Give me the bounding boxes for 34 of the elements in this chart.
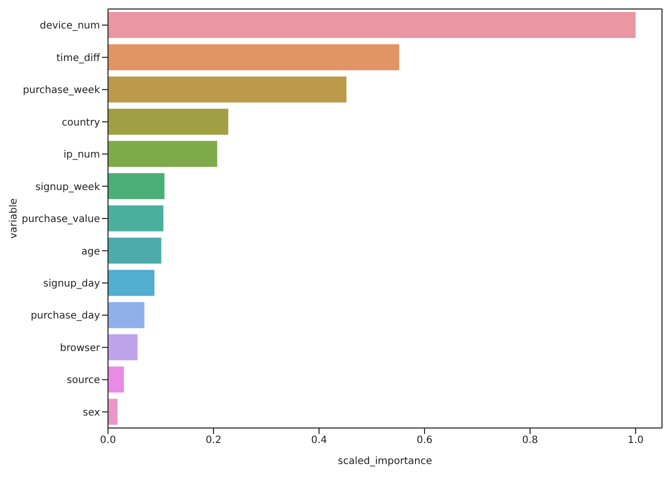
bar: [108, 76, 346, 102]
y-tick-label: browser: [60, 342, 101, 354]
bar: [108, 205, 164, 232]
bar: [108, 302, 144, 328]
bar: [108, 140, 218, 167]
x-tick-label: 0.4: [311, 435, 327, 446]
bar: [108, 173, 164, 200]
x-tick-label: 0.6: [416, 435, 433, 446]
x-tick-label: 0.2: [206, 435, 222, 446]
x-tick-label: 0.0: [100, 435, 116, 446]
y-tick-label: ip_num: [63, 150, 100, 161]
y-tick-label: purchase_week: [22, 85, 100, 96]
y-tick-label: purchase_day: [30, 310, 100, 322]
y-tick-label: device_num: [40, 20, 100, 32]
y-axis-title: variable: [8, 198, 20, 239]
y-tick-label: sex: [82, 407, 100, 418]
y-tick-label: age: [81, 246, 100, 258]
bar: [108, 398, 118, 425]
bar: [108, 108, 228, 135]
x-axis-title: scaled_importance: [338, 456, 432, 467]
bar: [108, 270, 154, 296]
y-tick-label: time_diff: [56, 52, 102, 64]
y-tick-label: purchase_value: [22, 214, 100, 226]
x-tick-label: 1.0: [628, 435, 644, 446]
y-tick-label: signup_day: [43, 278, 100, 290]
bar: [108, 334, 138, 360]
y-tick-label: source: [66, 375, 100, 386]
bar: [108, 238, 162, 264]
bar: [108, 12, 636, 38]
bar: [108, 44, 400, 70]
x-tick-label: 0.8: [522, 435, 538, 446]
bar: [108, 366, 124, 393]
y-tick-label: country: [62, 117, 100, 128]
y-tick-label: signup_week: [35, 182, 100, 193]
